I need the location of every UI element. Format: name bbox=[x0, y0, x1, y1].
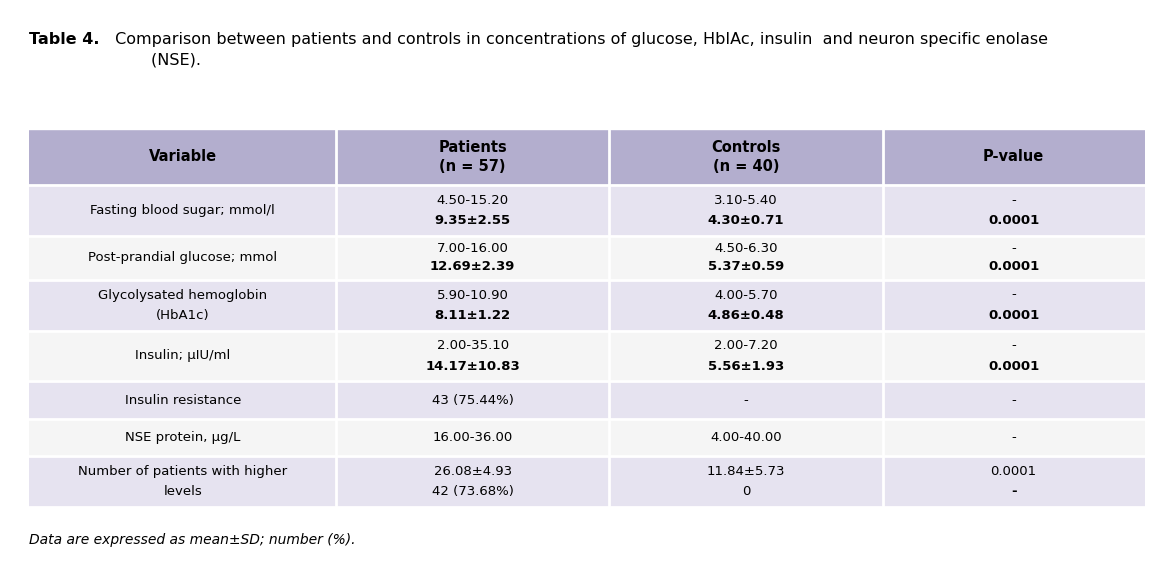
Text: 9.35±2.55: 9.35±2.55 bbox=[434, 214, 511, 227]
Text: -: - bbox=[1011, 194, 1016, 207]
Text: 4.86±0.48: 4.86±0.48 bbox=[708, 309, 784, 322]
Text: Fasting blood sugar; mmol/l: Fasting blood sugar; mmol/l bbox=[90, 204, 275, 217]
Bar bbox=[883, 419, 1145, 456]
Bar bbox=[609, 129, 883, 185]
Text: Patients
(n = 57): Patients (n = 57) bbox=[438, 139, 507, 174]
Bar bbox=[336, 456, 609, 507]
Bar bbox=[29, 456, 336, 507]
Bar bbox=[609, 280, 883, 331]
Text: 42 (73.68%): 42 (73.68%) bbox=[432, 485, 513, 499]
Text: 0: 0 bbox=[742, 485, 750, 499]
Bar bbox=[883, 236, 1145, 280]
Bar bbox=[336, 331, 609, 381]
Bar bbox=[29, 129, 336, 185]
Bar bbox=[29, 331, 336, 381]
Text: NSE protein, μg/L: NSE protein, μg/L bbox=[124, 431, 241, 444]
Text: (HbA1c): (HbA1c) bbox=[156, 309, 209, 322]
Text: 5.90-10.90: 5.90-10.90 bbox=[437, 289, 508, 301]
Text: Comparison between patients and controls in concentrations of glucose, HbIAc, in: Comparison between patients and controls… bbox=[109, 32, 1047, 68]
Bar bbox=[883, 331, 1145, 381]
Bar bbox=[609, 456, 883, 507]
Text: levels: levels bbox=[163, 485, 202, 499]
Text: Controls
(n = 40): Controls (n = 40) bbox=[711, 139, 781, 174]
Text: 16.00-36.00: 16.00-36.00 bbox=[432, 431, 513, 444]
Text: 5.56±1.93: 5.56±1.93 bbox=[708, 360, 784, 372]
Bar bbox=[883, 381, 1145, 419]
Text: 4.50-6.30: 4.50-6.30 bbox=[714, 242, 777, 256]
Bar bbox=[609, 331, 883, 381]
Text: Glycolysated hemoglobin: Glycolysated hemoglobin bbox=[99, 289, 268, 301]
Text: 0.0001: 0.0001 bbox=[989, 309, 1039, 322]
Text: Insulin; μIU/ml: Insulin; μIU/ml bbox=[135, 350, 230, 363]
Bar bbox=[336, 185, 609, 236]
Bar bbox=[336, 381, 609, 419]
Text: -: - bbox=[1011, 339, 1016, 352]
Bar bbox=[29, 419, 336, 456]
Text: 0.0001: 0.0001 bbox=[991, 465, 1037, 478]
Bar bbox=[29, 185, 336, 236]
Bar bbox=[29, 236, 336, 280]
Text: 43 (75.44%): 43 (75.44%) bbox=[432, 394, 513, 407]
Bar bbox=[883, 185, 1145, 236]
Text: 7.00-16.00: 7.00-16.00 bbox=[437, 242, 508, 256]
Bar bbox=[336, 419, 609, 456]
Bar bbox=[609, 185, 883, 236]
Text: 14.17±10.83: 14.17±10.83 bbox=[425, 360, 520, 372]
Bar bbox=[336, 280, 609, 331]
Bar bbox=[883, 280, 1145, 331]
Text: -: - bbox=[1011, 431, 1016, 444]
Bar bbox=[609, 236, 883, 280]
Bar bbox=[883, 456, 1145, 507]
Text: Variable: Variable bbox=[149, 150, 217, 164]
Text: 2.00-35.10: 2.00-35.10 bbox=[437, 339, 508, 352]
Text: 4.00-5.70: 4.00-5.70 bbox=[714, 289, 777, 301]
Text: Table 4.: Table 4. bbox=[29, 32, 100, 47]
Text: 12.69±2.39: 12.69±2.39 bbox=[430, 260, 515, 273]
Text: 4.30±0.71: 4.30±0.71 bbox=[708, 214, 784, 227]
Text: 2.00-7.20: 2.00-7.20 bbox=[714, 339, 777, 352]
Text: Post-prandial glucose; mmol: Post-prandial glucose; mmol bbox=[88, 251, 277, 264]
Text: P-value: P-value bbox=[983, 150, 1044, 164]
Bar bbox=[883, 129, 1145, 185]
Bar bbox=[609, 381, 883, 419]
Text: -: - bbox=[1011, 394, 1016, 407]
Text: 5.37±0.59: 5.37±0.59 bbox=[708, 260, 784, 273]
Bar bbox=[29, 381, 336, 419]
Bar bbox=[609, 419, 883, 456]
Text: Insulin resistance: Insulin resistance bbox=[124, 394, 241, 407]
Text: Data are expressed as mean±SD; number (%).: Data are expressed as mean±SD; number (%… bbox=[29, 533, 356, 547]
Bar bbox=[336, 236, 609, 280]
Text: 8.11±1.22: 8.11±1.22 bbox=[434, 309, 511, 322]
Text: -: - bbox=[743, 394, 748, 407]
Text: -: - bbox=[1011, 289, 1016, 301]
Bar bbox=[29, 280, 336, 331]
Text: 4.00-40.00: 4.00-40.00 bbox=[710, 431, 782, 444]
Text: 11.84±5.73: 11.84±5.73 bbox=[707, 465, 785, 478]
Text: 0.0001: 0.0001 bbox=[989, 360, 1039, 372]
Text: 3.10-5.40: 3.10-5.40 bbox=[714, 194, 777, 207]
Text: 4.50-15.20: 4.50-15.20 bbox=[437, 194, 508, 207]
Text: 26.08±4.93: 26.08±4.93 bbox=[433, 465, 512, 478]
Text: -: - bbox=[1011, 485, 1017, 499]
Text: Number of patients with higher: Number of patients with higher bbox=[79, 465, 288, 478]
Text: -: - bbox=[1011, 242, 1016, 256]
Bar bbox=[336, 129, 609, 185]
Text: 0.0001: 0.0001 bbox=[989, 214, 1039, 227]
Text: 0.0001: 0.0001 bbox=[989, 260, 1039, 273]
